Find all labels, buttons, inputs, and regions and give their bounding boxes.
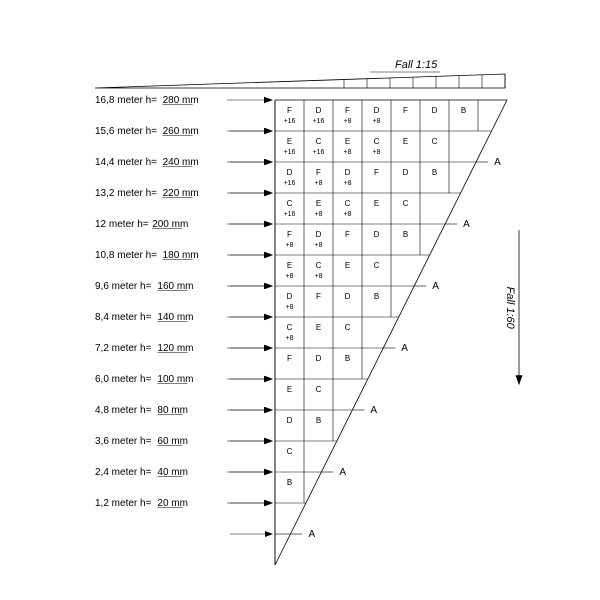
cell-offset: +8 xyxy=(286,304,294,311)
cell-letter: F xyxy=(403,106,408,115)
cell-letter: B xyxy=(287,478,292,487)
row-label: 14,4 meter h= xyxy=(95,157,157,168)
cell-letter: C xyxy=(345,199,351,208)
cell-offset: +16 xyxy=(313,149,325,156)
cell-letter: F xyxy=(287,354,292,363)
cell-offset: +8 xyxy=(344,180,352,187)
cell-letter: E xyxy=(345,137,350,146)
cell-letter: B xyxy=(316,416,321,425)
cell-offset: +8 xyxy=(315,273,323,280)
cell-letter: D xyxy=(432,106,438,115)
cell-letter: C xyxy=(287,199,293,208)
cell-letter: E xyxy=(287,385,292,394)
cell-letter: B xyxy=(432,168,437,177)
edge-tag: A xyxy=(463,219,470,230)
cell-letter: B xyxy=(461,106,466,115)
cell-letter: C xyxy=(374,261,380,270)
cell-letter: D xyxy=(345,168,351,177)
side-fall-label: Fall 1:60 xyxy=(504,287,516,330)
cell-offset: +8 xyxy=(315,242,323,249)
row-label: 9,6 meter h= xyxy=(95,281,152,292)
edge-tag: A xyxy=(308,529,315,540)
row-label: 10,8 meter h= xyxy=(95,250,157,261)
cell-letter: D xyxy=(287,168,293,177)
cell-offset: +8 xyxy=(286,273,294,280)
cell-letter: C xyxy=(374,137,380,146)
cell-letter: D xyxy=(287,416,293,425)
cell-letter: E xyxy=(374,199,379,208)
cell-offset: +16 xyxy=(313,118,325,125)
cell-letter: D xyxy=(374,106,380,115)
cell-letter: D xyxy=(287,292,293,301)
cell-letter: B xyxy=(403,230,408,239)
diagram-svg: Fall 1:15 F +16 D +16 F +8 D +8 F D B 16,8 meter h= 2… xyxy=(0,0,600,600)
cell-letter: C xyxy=(287,447,293,456)
cell-letter: C xyxy=(316,137,322,146)
cell-letter: E xyxy=(287,137,292,146)
cell-letter: C xyxy=(403,199,409,208)
row-label: 13,2 meter h= xyxy=(95,188,157,199)
cell-offset: +8 xyxy=(286,242,294,249)
cell-offset: +8 xyxy=(344,118,352,125)
cell-offset: +8 xyxy=(344,149,352,156)
row-label: 4,8 meter h= xyxy=(95,405,152,416)
cell-letter: D xyxy=(403,168,409,177)
cell-letter: F xyxy=(287,230,292,239)
cell-letter: F xyxy=(316,168,321,177)
cell-letter: C xyxy=(316,385,322,394)
cell-letter: D xyxy=(316,354,322,363)
row-label: 8,4 meter h= xyxy=(95,312,152,323)
cell-letter: E xyxy=(403,137,408,146)
cell-offset: +16 xyxy=(284,149,296,156)
cell-letter: D xyxy=(374,230,380,239)
row-label: 7,2 meter h= xyxy=(95,343,152,354)
cell-offset: +8 xyxy=(373,118,381,125)
row-label: 6,0 meter h= xyxy=(95,374,152,385)
cell-letter: F xyxy=(287,106,292,115)
top-fall-label: Fall 1:15 xyxy=(395,59,438,71)
cell-offset: +8 xyxy=(286,335,294,342)
edge-tag: A xyxy=(494,157,501,168)
cell-letter: C xyxy=(432,137,438,146)
cell-offset: +8 xyxy=(315,211,323,218)
row-label: 12 meter h= xyxy=(95,219,149,230)
cell-letter: D xyxy=(316,230,322,239)
row-label: 16,8 meter h= xyxy=(95,95,157,106)
cell-letter: E xyxy=(316,323,321,332)
edge-tag: A xyxy=(432,281,439,292)
cell-letter: C xyxy=(345,323,351,332)
cell-offset: +8 xyxy=(344,211,352,218)
cell-letter: F xyxy=(345,106,350,115)
cell-letter: F xyxy=(374,168,379,177)
cell-letter: B xyxy=(374,292,379,301)
cell-offset: +8 xyxy=(373,149,381,156)
cell-letter: E xyxy=(287,261,292,270)
cell-letter: F xyxy=(345,230,350,239)
cell-offset: +16 xyxy=(284,211,296,218)
cell-letter: D xyxy=(345,292,351,301)
cell-letter: C xyxy=(316,261,322,270)
cell-letter: D xyxy=(316,106,322,115)
row-label: 1,2 meter h= xyxy=(95,498,152,509)
edge-tag: A xyxy=(401,343,408,354)
row-label: 3,6 meter h= xyxy=(95,436,152,447)
cell-letter: E xyxy=(316,199,321,208)
cell-offset: +16 xyxy=(284,180,296,187)
cell-letter: E xyxy=(345,261,350,270)
row-label: 2,4 meter h= xyxy=(95,467,152,478)
edge-tag: A xyxy=(339,467,346,478)
cell-letter: C xyxy=(287,323,293,332)
row-label: 15,6 meter h= xyxy=(95,126,157,137)
edge-tag: A xyxy=(370,405,377,416)
cell-letter: B xyxy=(345,354,350,363)
cell-letter: F xyxy=(316,292,321,301)
cell-offset: +16 xyxy=(284,118,296,125)
cell-offset: +8 xyxy=(315,180,323,187)
